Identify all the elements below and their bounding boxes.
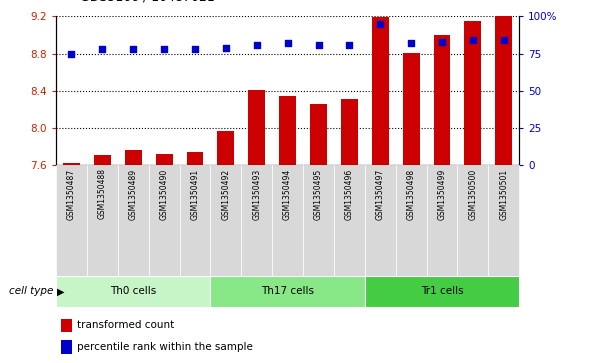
- Text: GSM1350501: GSM1350501: [499, 168, 508, 220]
- Point: [97, 46, 107, 52]
- Bar: [94, 155, 111, 165]
- Bar: [241, 165, 272, 276]
- Text: GSM1350499: GSM1350499: [438, 168, 447, 220]
- Text: GSM1350497: GSM1350497: [376, 168, 385, 220]
- Bar: [427, 165, 457, 276]
- Text: GSM1350500: GSM1350500: [468, 168, 477, 220]
- Bar: [149, 165, 179, 276]
- Text: GSM1350498: GSM1350498: [407, 168, 415, 220]
- Text: GSM1350489: GSM1350489: [129, 168, 137, 220]
- Bar: [303, 165, 334, 276]
- Bar: [272, 165, 303, 276]
- Bar: [434, 35, 451, 165]
- Point: [376, 21, 385, 27]
- Text: Th17 cells: Th17 cells: [261, 286, 314, 296]
- Text: ▶: ▶: [57, 286, 64, 296]
- Bar: [310, 104, 327, 165]
- Point: [437, 39, 447, 45]
- Bar: [365, 165, 396, 276]
- Bar: [279, 96, 296, 165]
- Point: [67, 51, 76, 57]
- Text: Th0 cells: Th0 cells: [110, 286, 156, 296]
- Text: GSM1350493: GSM1350493: [253, 168, 261, 220]
- Text: percentile rank within the sample: percentile rank within the sample: [77, 342, 253, 352]
- Bar: [334, 165, 365, 276]
- Bar: [61, 319, 72, 332]
- Text: cell type: cell type: [9, 286, 53, 296]
- Bar: [402, 53, 419, 165]
- Point: [468, 37, 478, 43]
- Bar: [63, 163, 80, 165]
- Point: [159, 46, 169, 52]
- Text: GSM1350490: GSM1350490: [160, 168, 169, 220]
- Text: GSM1350492: GSM1350492: [221, 168, 230, 220]
- Bar: [464, 21, 481, 165]
- Point: [407, 40, 416, 46]
- Bar: [56, 165, 87, 276]
- Bar: [495, 16, 512, 165]
- Bar: [217, 131, 234, 165]
- Bar: [396, 165, 427, 276]
- Bar: [179, 165, 211, 276]
- Bar: [56, 276, 211, 307]
- Point: [252, 42, 261, 48]
- Point: [129, 46, 138, 52]
- Bar: [124, 150, 142, 165]
- Text: GSM1350494: GSM1350494: [283, 168, 292, 220]
- Point: [190, 46, 199, 52]
- Text: Tr1 cells: Tr1 cells: [421, 286, 463, 296]
- Point: [283, 40, 293, 46]
- Bar: [118, 165, 149, 276]
- Point: [499, 37, 509, 43]
- Text: GSM1350487: GSM1350487: [67, 168, 76, 220]
- Text: GSM1350495: GSM1350495: [314, 168, 323, 220]
- Bar: [372, 17, 389, 165]
- Bar: [61, 340, 72, 354]
- Bar: [156, 154, 173, 165]
- Bar: [248, 90, 266, 165]
- Bar: [365, 276, 519, 307]
- Text: GDS5166 / 10487021: GDS5166 / 10487021: [80, 0, 214, 4]
- Bar: [211, 165, 241, 276]
- Text: GSM1350488: GSM1350488: [98, 168, 107, 220]
- Text: transformed count: transformed count: [77, 321, 174, 330]
- Bar: [87, 165, 118, 276]
- Text: GSM1350496: GSM1350496: [345, 168, 354, 220]
- Bar: [457, 165, 489, 276]
- Point: [345, 42, 354, 48]
- Bar: [211, 276, 365, 307]
- Text: GSM1350491: GSM1350491: [191, 168, 199, 220]
- Bar: [489, 165, 519, 276]
- Bar: [186, 152, 204, 165]
- Bar: [341, 99, 358, 165]
- Point: [314, 42, 323, 48]
- Point: [221, 45, 231, 50]
